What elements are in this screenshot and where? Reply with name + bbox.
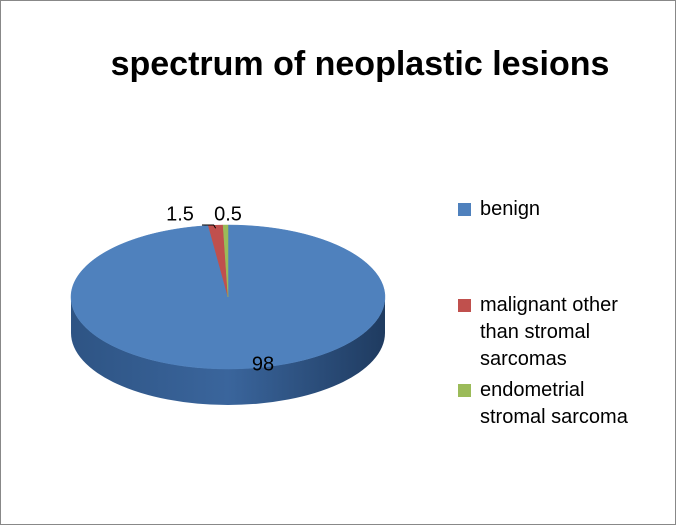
legend-label: endometrial stromal sarcoma [480,379,628,428]
legend-entry: endometrial stromal sarcoma [458,377,658,431]
legend-label: benign [480,198,541,220]
data-label: 98 [252,353,274,375]
legend-label: malignant other than stromal sarcomas [480,294,618,370]
chart-title: spectrum of neoplastic lesions [110,45,610,83]
pie-slice [222,224,229,298]
legend-swatch [458,384,471,397]
pie-side [71,297,385,405]
data-label: 0.5 [214,203,242,225]
data-label: 1.5 [166,203,194,225]
legend-entry: benign [458,196,658,223]
legend-swatch [458,203,471,216]
legend-entry: malignant other than stromal sarcomas [458,292,658,373]
leader-line [202,224,217,229]
legend-swatch [458,299,471,312]
pie-slice [70,224,386,370]
